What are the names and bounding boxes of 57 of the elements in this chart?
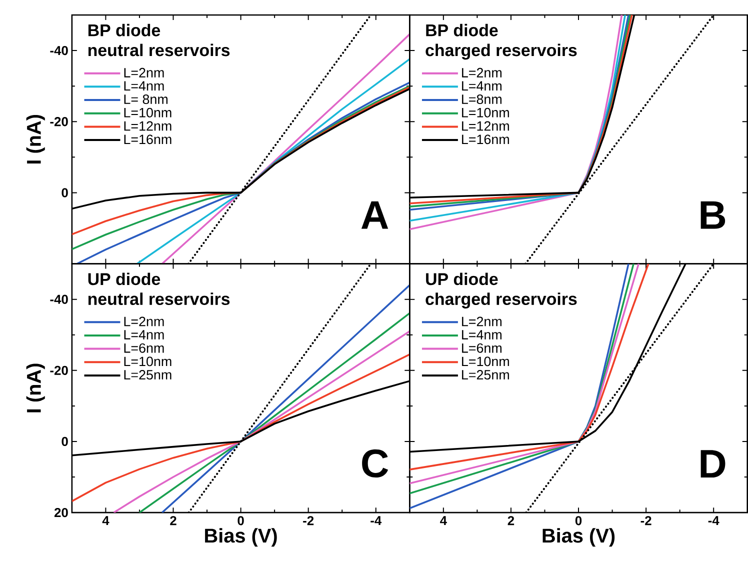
chart-title: UP diode — [88, 272, 160, 286]
text: neutral reservoirs — [88, 44, 230, 56]
text: charged reservoirs — [426, 292, 577, 309]
legend-label: L=25nm — [462, 370, 509, 380]
annotation: D — [700, 450, 726, 478]
legend-label: L=2nm — [124, 316, 164, 326]
legend-label: L=6nm — [462, 344, 502, 354]
legend-label: L=8nm — [462, 94, 502, 104]
y-tick-label: 20 — [54, 508, 68, 518]
x-tick-label: -2 — [640, 516, 652, 526]
x-tick-label: 2 — [170, 516, 176, 526]
legend-label: L=12nm — [124, 121, 172, 131]
legend-label: L=4nm — [462, 330, 502, 340]
x-axis-title: Bias (V) — [205, 528, 277, 547]
x-tick-label: 4 — [440, 516, 447, 526]
chart-title: UP diode — [426, 272, 498, 286]
y-tick-label: -40 — [50, 294, 68, 304]
line-series — [72, 354, 410, 502]
legend-label: L=4nm — [124, 82, 164, 91]
legend-label: L=4nm — [462, 82, 502, 91]
legend-label: L=16nm — [462, 134, 509, 144]
x-tick-label: 0 — [575, 516, 582, 526]
y-tick-label: -20 — [50, 366, 68, 376]
annotation: B — [700, 202, 726, 229]
legend-label: L= 8nm — [124, 94, 168, 104]
y-axis-title: I (nA) — [26, 115, 45, 164]
legend-label: L=2nm — [124, 68, 164, 78]
x-tick-label: 0 — [238, 516, 244, 526]
legend-label: L=10nm — [462, 356, 509, 366]
legend-label: L=10nm — [462, 108, 509, 118]
y-tick-label: -40 — [50, 46, 68, 56]
text: neutral reservoirs — [88, 292, 230, 306]
x-tick-label: 4 — [102, 516, 110, 526]
x-tick-label: -4 — [370, 516, 382, 526]
legend-label: L=2nm — [462, 316, 502, 326]
annotation: C — [362, 450, 388, 478]
annotation: A — [361, 202, 388, 229]
y-axis-title: I (nA) — [26, 364, 45, 413]
legend-label: L=6nm — [124, 344, 164, 354]
y-tick-label: 0 — [62, 188, 68, 198]
line-series — [112, 330, 410, 513]
y-tick-label: -20 — [50, 117, 68, 126]
legend-label: L=16nm — [124, 134, 172, 144]
legend-label: L=25nm — [124, 370, 172, 380]
x-tick-label: 2 — [508, 516, 514, 526]
x-axis-title: Bias (V) — [542, 528, 615, 547]
chart-title: BP diode — [88, 24, 160, 37]
x-tick-label: -4 — [708, 516, 720, 526]
chart-title: BP diode — [426, 24, 498, 37]
legend-label: L=4nm — [124, 330, 164, 340]
legend-label: L=12nm — [462, 121, 509, 131]
text: charged reservoirs — [426, 44, 577, 60]
legend-label: L=10nm — [124, 108, 172, 118]
x-tick-label: -2 — [303, 516, 314, 526]
y-tick-label: 0 — [62, 437, 68, 446]
legend-label: L=2nm — [462, 68, 502, 78]
legend-label: L=10nm — [124, 356, 172, 366]
